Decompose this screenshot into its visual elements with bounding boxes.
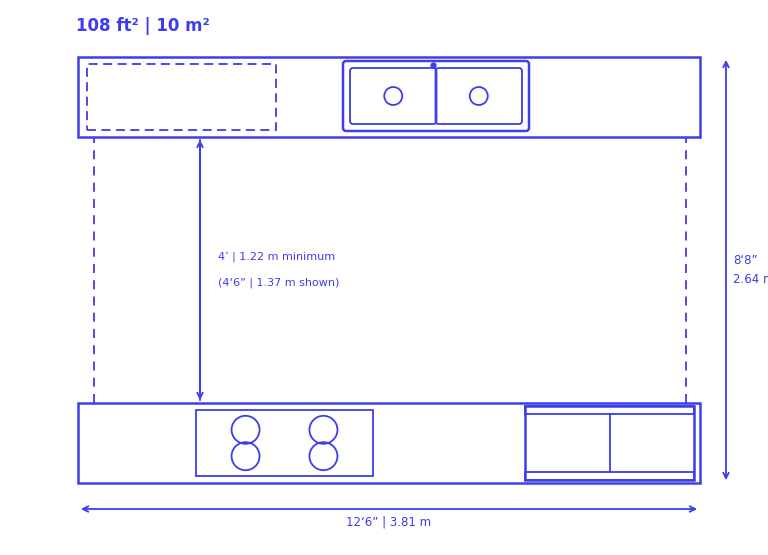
Bar: [87, 64, 276, 130]
Bar: [525, 472, 694, 480]
Text: (4‘6” | 1.37 m shown): (4‘6” | 1.37 m shown): [218, 278, 339, 289]
Text: 4’ | 1.22 m minimum: 4’ | 1.22 m minimum: [218, 251, 335, 262]
Text: 12‘6” | 3.81 m: 12‘6” | 3.81 m: [346, 515, 432, 528]
Bar: [525, 406, 694, 414]
Bar: [78, 57, 700, 137]
Text: 108 ft² | 10 m²: 108 ft² | 10 m²: [76, 17, 210, 35]
Bar: [78, 403, 700, 483]
Bar: [196, 410, 373, 476]
Bar: [525, 406, 694, 480]
Text: 8‘8”
2.64 m: 8‘8” 2.64 m: [733, 254, 768, 286]
